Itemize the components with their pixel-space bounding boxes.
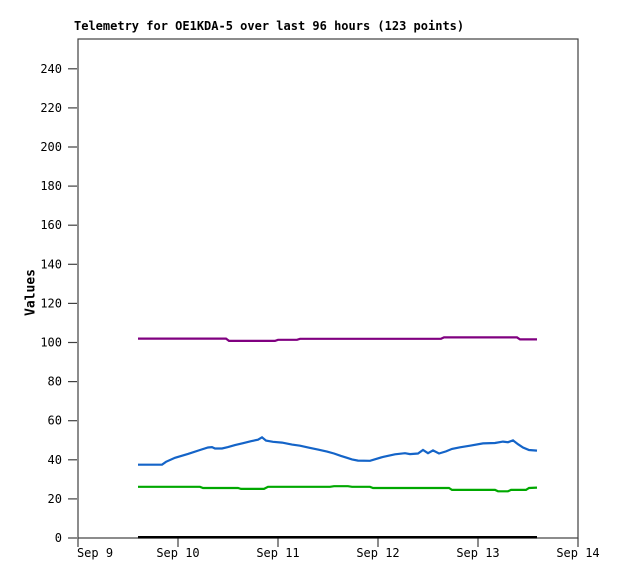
x-tick-label: Sep 9 (77, 546, 113, 560)
y-tick-label: 220 (40, 101, 62, 115)
y-tick-label: 0 (55, 531, 62, 545)
y-tick-label: 160 (40, 218, 62, 232)
green-line (138, 485, 538, 493)
y-tick-label: 140 (40, 257, 62, 271)
y-tick-label: 20 (48, 492, 62, 506)
purple-line (138, 336, 537, 342)
chart-title: Telemetry for OE1KDA-5 over last 96 hour… (74, 19, 465, 33)
y-tick-label: 200 (40, 140, 62, 154)
y-tick-label: 120 (40, 296, 62, 310)
x-tick-label: Sep 13 (456, 546, 499, 560)
blue-line (138, 435, 538, 466)
x-tick-label: Sep 10 (156, 546, 199, 560)
x-tick-label: Sep 14 (556, 546, 599, 560)
y-tick-label: 180 (40, 179, 62, 193)
y-tick-label: 100 (40, 336, 62, 350)
y-tick-label: 40 (48, 453, 62, 467)
x-tick-label: Sep 12 (356, 546, 399, 560)
plot-border (77, 38, 579, 539)
y-tick-label: 240 (40, 62, 62, 76)
y-tick-label: 60 (48, 414, 62, 428)
x-tick-label: Sep 11 (256, 546, 299, 560)
y-tick-label: 80 (48, 375, 62, 389)
